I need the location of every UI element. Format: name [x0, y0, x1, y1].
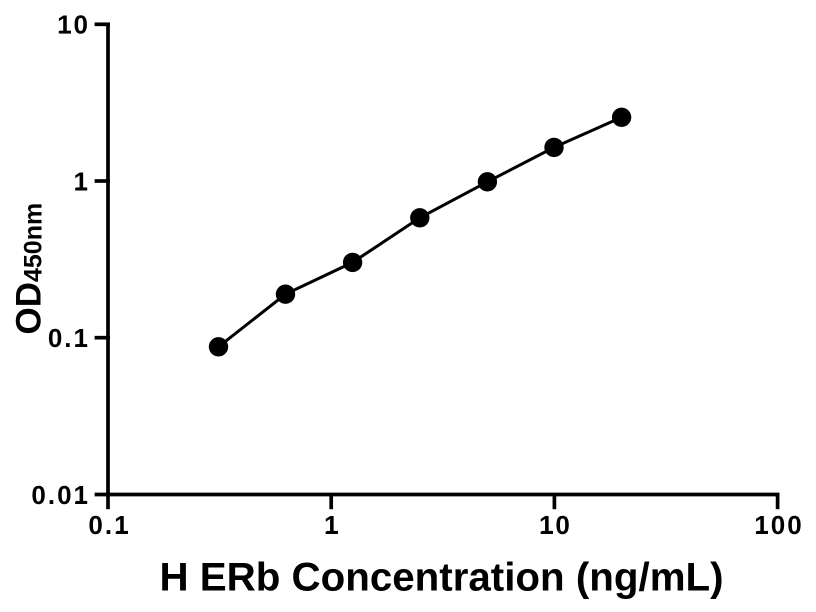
svg-text:100: 100 [754, 510, 803, 540]
svg-text:1: 1 [324, 510, 340, 540]
svg-text:0.01: 0.01 [31, 480, 90, 510]
svg-text:1: 1 [74, 166, 90, 196]
svg-text:0.1: 0.1 [88, 510, 130, 540]
svg-text:10: 10 [57, 10, 90, 40]
svg-text:0.1: 0.1 [48, 323, 90, 353]
svg-text:OD450nm: OD450nm [10, 203, 49, 335]
svg-text:H ERb Concentration (ng/mL): H ERb Concentration (ng/mL) [159, 555, 723, 600]
svg-text:10: 10 [539, 510, 572, 540]
